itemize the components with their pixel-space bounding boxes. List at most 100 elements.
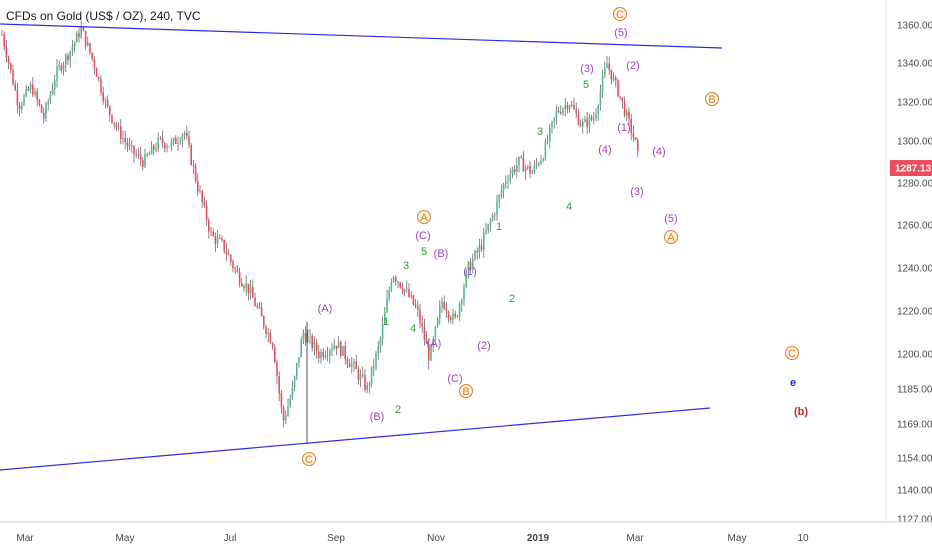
- candle-body: [49, 94, 52, 102]
- candle-body: [557, 110, 560, 113]
- candle-body: [304, 333, 307, 343]
- trendline-lower-channel[interactable]: [0, 407, 711, 471]
- candle-body: [406, 288, 408, 290]
- candle-body: [69, 51, 71, 61]
- candle-body: [32, 84, 34, 96]
- candle-body: [87, 42, 89, 46]
- trendline-upper-channel[interactable]: [0, 23, 723, 49]
- candles-layer: [1, 20, 639, 445]
- candle-body: [617, 80, 619, 97]
- candle-body: [326, 355, 329, 356]
- candle-body: [102, 92, 104, 102]
- candle-body: [109, 106, 111, 115]
- candle-body: [113, 122, 115, 125]
- x-tick-label: May: [728, 533, 747, 544]
- candle-body: [469, 261, 472, 270]
- candle-body: [289, 398, 291, 406]
- candle-body: [287, 405, 289, 416]
- candle-body: [632, 132, 635, 138]
- candle-body: [258, 306, 261, 308]
- candle-body: [566, 105, 569, 110]
- candle-body: [252, 287, 254, 298]
- wave-labels-layer: C(A)(B)12345(C)A(B)(A)(C)B(1)(2)12345(3)…: [302, 7, 808, 466]
- candle-body: [311, 335, 313, 349]
- candle-body: [1, 34, 3, 36]
- wave-label: (5): [664, 213, 677, 225]
- candle-body: [584, 118, 586, 122]
- candle-body: [126, 141, 129, 147]
- candle-body: [560, 112, 562, 114]
- candle-body: [608, 63, 610, 70]
- candle-body: [267, 332, 269, 334]
- candle-body: [604, 67, 606, 77]
- wave-label: e: [790, 377, 796, 389]
- candle-body: [579, 124, 582, 127]
- candle-body: [166, 146, 168, 149]
- candle-body: [131, 145, 133, 146]
- candle-body: [381, 323, 384, 339]
- candle-body: [245, 283, 247, 289]
- last-price-tag: [890, 160, 932, 177]
- candle-body: [452, 313, 454, 320]
- candle-body: [137, 154, 140, 156]
- candle-body: [423, 326, 426, 340]
- candle-body: [555, 110, 558, 118]
- candle-body: [307, 336, 309, 343]
- candle-body: [225, 250, 228, 254]
- candle-body: [265, 326, 267, 334]
- candle-body: [16, 89, 19, 106]
- candle-body: [599, 90, 602, 106]
- candle-body: [610, 69, 613, 80]
- candle-body: [164, 143, 166, 149]
- candle-body: [197, 180, 199, 192]
- candle-body: [18, 105, 21, 110]
- candle-body: [553, 117, 555, 122]
- candle-body: [54, 80, 56, 89]
- candle-body: [373, 366, 375, 368]
- wave-label: (A): [427, 338, 442, 350]
- candle-body: [329, 350, 331, 356]
- candle-body: [300, 339, 302, 358]
- candle-body: [630, 118, 632, 133]
- candle-body: [395, 277, 397, 282]
- wave-circle: [664, 230, 678, 244]
- candle-body: [331, 349, 333, 351]
- candle-body: [45, 104, 47, 119]
- candle-body: [362, 374, 364, 376]
- candle-body: [91, 52, 93, 59]
- candle-body: [388, 290, 390, 299]
- candle-body: [27, 88, 30, 91]
- candle-body: [234, 268, 236, 270]
- candle-body: [51, 88, 54, 95]
- wave-label: C: [616, 9, 624, 21]
- candle-body: [82, 27, 85, 31]
- candle-body: [324, 355, 327, 358]
- candle-body: [106, 100, 109, 107]
- y-tick-label: 1320.00: [897, 98, 932, 109]
- candle-body: [355, 361, 357, 369]
- candle-body: [93, 58, 96, 69]
- candle-body: [117, 126, 120, 128]
- wave-label: B: [462, 386, 469, 398]
- y-tick-label: 1220.00: [897, 307, 932, 318]
- candle-body: [421, 323, 423, 327]
- x-tick-label: 2019: [527, 533, 550, 544]
- chart-title: CFDs on Gold (US$ / OZ), 240, TVC: [6, 9, 201, 23]
- candle-body: [247, 283, 250, 294]
- candle-body: [203, 201, 206, 205]
- candle-body: [392, 277, 395, 282]
- candle-body: [236, 269, 239, 272]
- candle-body: [430, 346, 432, 361]
- candle-body: [370, 366, 373, 385]
- candle-body: [249, 287, 252, 294]
- candle-body: [190, 144, 192, 165]
- candle-body: [505, 181, 507, 185]
- candle-body: [401, 287, 404, 292]
- x-tick-label: Jul: [224, 533, 237, 544]
- candle-body: [634, 137, 637, 140]
- y-tick-label: 1280.00: [897, 179, 932, 190]
- y-tick-label: 1240.00: [897, 264, 932, 275]
- candle-body: [25, 88, 27, 96]
- candle-body: [516, 165, 518, 172]
